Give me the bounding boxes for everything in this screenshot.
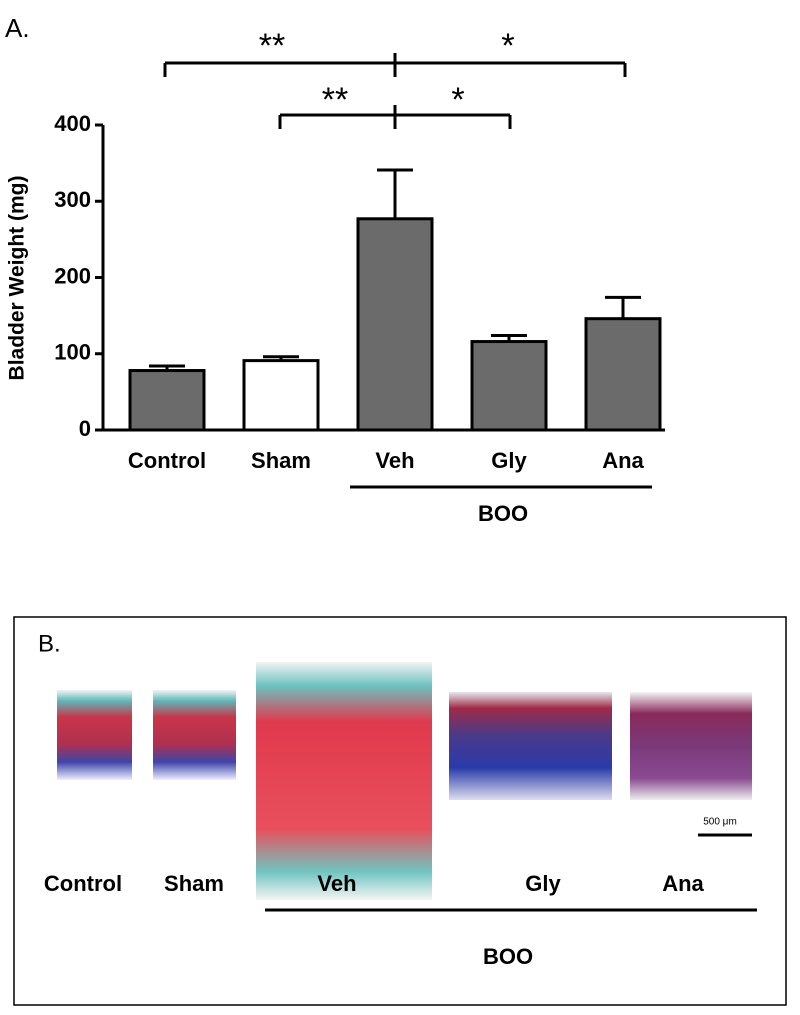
group-label: BOO xyxy=(478,501,528,526)
x-tick-label: Control xyxy=(128,448,206,473)
significance-label: * xyxy=(451,81,464,119)
y-tick-label: 100 xyxy=(54,340,91,365)
group-label: BOO xyxy=(483,944,533,969)
panel-frame xyxy=(13,616,787,1006)
significance-label: * xyxy=(501,27,514,65)
x-tick-label: Ana xyxy=(602,448,644,473)
tissue-image xyxy=(153,690,236,780)
significance-label: ** xyxy=(322,81,348,119)
image-label: Gly xyxy=(525,871,561,896)
tissue-image xyxy=(449,692,612,800)
bar xyxy=(128,369,206,432)
bar xyxy=(470,340,548,432)
significance-label: ** xyxy=(259,27,285,65)
x-tick-label: Sham xyxy=(251,448,311,473)
bar xyxy=(584,317,662,432)
image-label: Sham xyxy=(164,871,224,896)
tissue-image xyxy=(256,662,432,900)
scale-label: 500 μm xyxy=(703,817,737,828)
bar xyxy=(356,217,434,432)
panel-label: B. xyxy=(38,630,61,657)
y-axis-title: Bladder Weight (mg) xyxy=(6,176,29,381)
x-tick-label: Veh xyxy=(375,448,414,473)
image-label: Veh xyxy=(317,871,356,896)
y-tick-label: 0 xyxy=(79,416,91,441)
y-tick-label: 300 xyxy=(54,187,91,212)
tissue-image xyxy=(57,690,132,780)
image-label: Ana xyxy=(662,871,704,896)
bar xyxy=(242,359,320,432)
y-tick-label: 200 xyxy=(54,263,91,288)
x-tick-label: Gly xyxy=(491,448,527,473)
image-label: Control xyxy=(44,871,122,896)
panel-label: A. xyxy=(5,13,30,43)
tissue-image xyxy=(630,692,752,800)
y-tick-label: 400 xyxy=(54,111,91,136)
